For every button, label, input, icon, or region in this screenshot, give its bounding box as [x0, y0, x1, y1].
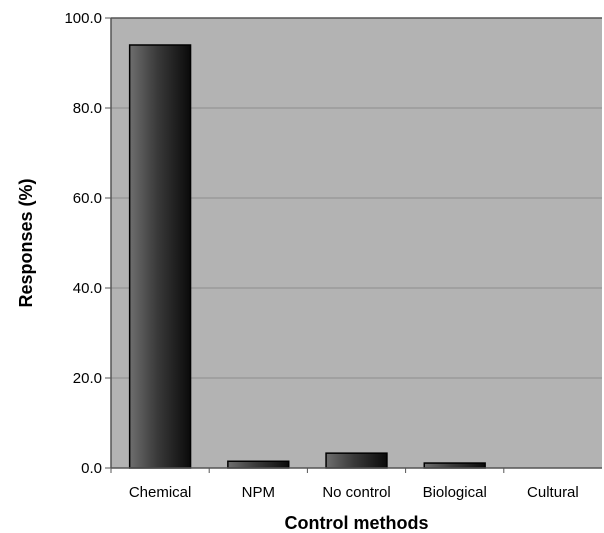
x-tick-label: NPM — [242, 484, 275, 501]
y-tick-label: 40.0 — [73, 280, 102, 297]
bar-no-control — [325, 452, 388, 469]
y-axis-title: Responses (%) — [16, 178, 36, 307]
y-tick-label: 80.0 — [73, 100, 102, 117]
plot-area — [111, 18, 602, 468]
y-tick-label: 60.0 — [73, 190, 102, 207]
y-tick-label: 20.0 — [73, 370, 102, 387]
bar-npm — [227, 460, 290, 469]
x-tick-label: Chemical — [129, 484, 192, 501]
x-axis-title: Control methods — [285, 513, 429, 533]
axes — [110, 17, 602, 469]
x-tick-labels: Chemical NPM No control Biological Cultural — [110, 468, 579, 501]
bar-chemical — [128, 44, 192, 469]
x-tick-label: Cultural — [527, 484, 579, 501]
x-tick-label: No control — [322, 484, 390, 501]
y-tick-label: 0.0 — [81, 460, 102, 477]
y-tick-label: 100.0 — [64, 10, 102, 27]
gridlines — [111, 107, 602, 379]
x-tick-label: Biological — [423, 484, 487, 501]
y-tick-labels: 0.0 20.0 40.0 60.0 80.0 100.0 — [64, 10, 111, 477]
